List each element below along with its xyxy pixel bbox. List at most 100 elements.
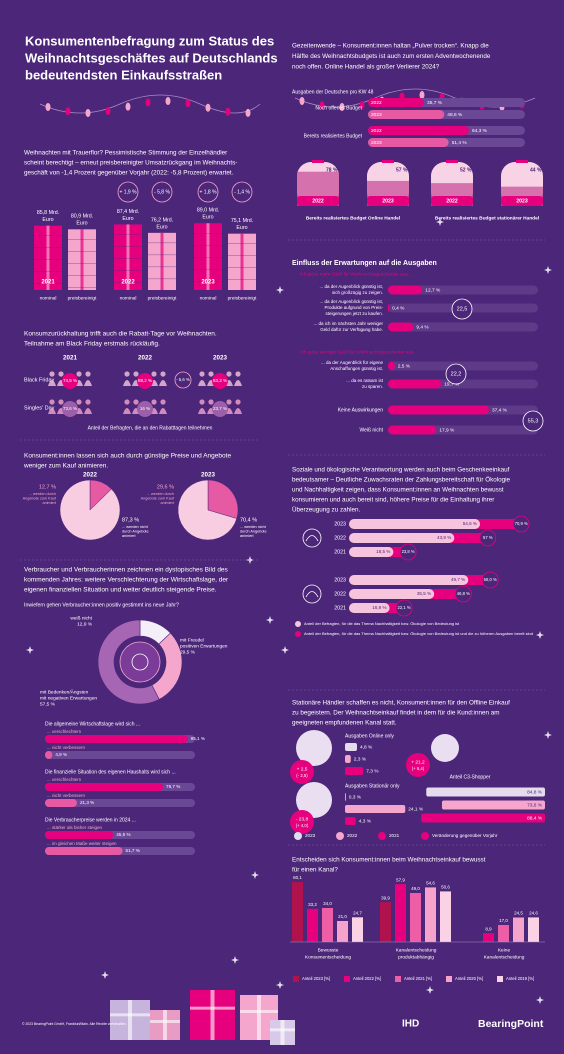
total-label: 22,2 bbox=[451, 371, 462, 377]
value-unit: Euro bbox=[76, 221, 87, 227]
donut-slice bbox=[97, 619, 160, 705]
value-label: 70,4 % bbox=[240, 517, 257, 523]
title: bedeutendsten Einkaufsstraßen bbox=[25, 67, 222, 82]
star bbox=[266, 616, 274, 624]
legend-label: 2023 bbox=[305, 833, 316, 838]
person-head bbox=[160, 371, 166, 377]
section-title: Einfluss der Erwartungen auf die Ausgabe… bbox=[292, 260, 437, 267]
change-label: - 23,8 bbox=[296, 816, 309, 822]
change-label: - 5,8 % bbox=[154, 189, 170, 195]
person-head bbox=[226, 371, 232, 377]
year-label: 2021 bbox=[41, 280, 55, 286]
year-label: 2022 bbox=[334, 535, 346, 541]
legend-label: Anteil der Befragten, für die das Thema … bbox=[304, 631, 533, 636]
bar bbox=[388, 405, 489, 415]
gift-ribbon bbox=[190, 1006, 235, 1010]
bar-track bbox=[45, 751, 195, 759]
value-label: 29,6 % bbox=[157, 484, 174, 490]
legend-swatch bbox=[293, 976, 299, 982]
item-label: Keine Auswirkungen bbox=[338, 407, 384, 413]
bar bbox=[368, 126, 469, 135]
slice-caption: durch Angebote bbox=[122, 530, 149, 534]
star bbox=[276, 981, 284, 989]
change-circle bbox=[197, 181, 219, 203]
person-head bbox=[76, 371, 82, 377]
year-label: 2023 bbox=[382, 198, 394, 204]
value-label: 88,2 % bbox=[138, 378, 152, 383]
slice-caption: ... werden nicht bbox=[122, 525, 149, 529]
value-unit: Euro bbox=[42, 217, 53, 223]
year-label: 2021 bbox=[334, 549, 346, 555]
item-label: steigerungen jetzt zu kaufen. bbox=[325, 311, 383, 316]
group-heading: Ich gebe mehr Geld für Weihnachtsgeschen… bbox=[300, 271, 414, 277]
ribbon bbox=[160, 232, 164, 290]
person-body bbox=[84, 408, 92, 414]
ribbon bbox=[46, 225, 50, 290]
category-label: Kanalentscheidung bbox=[396, 947, 437, 953]
answer-label: ... verschlechtern bbox=[47, 729, 82, 734]
bar bbox=[345, 793, 346, 801]
value-label: 46,8 % bbox=[457, 591, 470, 596]
person-body bbox=[198, 380, 206, 386]
bulb bbox=[245, 108, 251, 117]
value-label: 74,5 % bbox=[63, 378, 77, 383]
ribbon bbox=[240, 233, 244, 290]
slice-caption: Angebote zum Kauf bbox=[141, 497, 175, 501]
value-circle bbox=[395, 599, 413, 617]
year-label: 2023 bbox=[213, 355, 228, 362]
value-label: 43,9 % bbox=[437, 535, 451, 540]
question-title: Die Verbraucherpreise werden in 2024 ... bbox=[45, 817, 136, 823]
change-circle bbox=[117, 181, 139, 203]
garland-wire bbox=[39, 94, 261, 114]
section-text: Verbraucher und Verbraucherinnen zeichne… bbox=[24, 567, 229, 574]
total-circle bbox=[445, 363, 467, 385]
value-circle bbox=[399, 543, 417, 561]
person-head bbox=[199, 399, 205, 405]
bulb bbox=[319, 101, 325, 110]
bulb bbox=[145, 98, 151, 107]
value-label: 57 % bbox=[396, 167, 408, 173]
legend-label: Veränderung gegenüber Vorjahr bbox=[432, 833, 498, 838]
value-circle bbox=[212, 373, 228, 389]
answer-label: ... im gleichen Maße weiter steigen bbox=[47, 841, 117, 846]
subtitle: Ausgaben der Deutschen pro KW 48 bbox=[292, 89, 374, 95]
value-label: 17,0 bbox=[499, 918, 508, 923]
legend-label: Anteil der Befragten, für die das Thema … bbox=[304, 621, 460, 626]
total-label: 22,5 bbox=[457, 306, 468, 312]
value-label: 45,5 % bbox=[116, 832, 130, 837]
year-label: 2023 bbox=[201, 472, 216, 479]
value-label: 12,7 % bbox=[425, 287, 441, 293]
legend-dot bbox=[378, 832, 386, 840]
value-label: 75,1 Mrd. bbox=[231, 218, 253, 224]
legend-label: 2021 bbox=[389, 833, 400, 838]
section-text: Stationäre Händler schaffen es nicht, Ko… bbox=[292, 700, 510, 707]
question-title: Die finanzielle Situation des eigenen Ha… bbox=[45, 769, 176, 775]
bulb bbox=[65, 107, 71, 116]
value-label: 87,4 Mrd. bbox=[117, 209, 139, 215]
total-circle bbox=[522, 410, 544, 432]
value-label: 17,9 % bbox=[439, 427, 455, 433]
section-text: weniger zum Kauf animieren. bbox=[23, 463, 108, 470]
group-heading: Ich gebe weniger Geld für Weihnachtsgesc… bbox=[300, 349, 420, 355]
section-text: und Nachhaltigkeit zeigen, dass Konsumen… bbox=[292, 487, 504, 494]
piggy-slot bbox=[312, 160, 324, 163]
year-label: 2023 bbox=[334, 521, 346, 527]
person-head bbox=[58, 399, 64, 405]
legend-label: Anteil 2023 [%] bbox=[302, 976, 330, 981]
bar-caption: preisbereinigt bbox=[68, 295, 97, 301]
change-circle bbox=[290, 760, 314, 784]
value-unit: Euro bbox=[156, 224, 167, 230]
value-circle bbox=[62, 401, 78, 417]
star bbox=[536, 996, 544, 1004]
shop-icon bbox=[296, 730, 332, 766]
year-label: 2022 bbox=[83, 472, 98, 479]
value-label: 7,3 % bbox=[366, 768, 379, 774]
person-head bbox=[133, 399, 139, 405]
column bbox=[395, 884, 406, 942]
column bbox=[440, 891, 451, 942]
section-text: Konsument:innen lassen sich auch durch g… bbox=[24, 453, 231, 460]
item-label: ... da es ratsam ist bbox=[346, 378, 384, 383]
bar bbox=[349, 547, 394, 557]
change-label: (- 2,5) bbox=[296, 773, 308, 778]
